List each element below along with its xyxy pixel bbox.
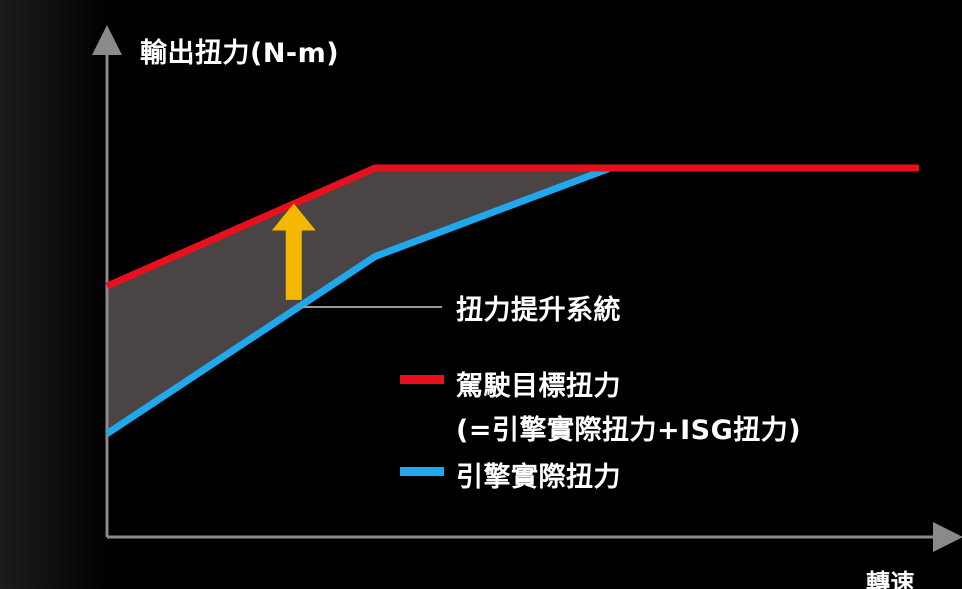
legend-engine-swatch	[400, 467, 444, 476]
legend-engine-label: 引擎實際扭力	[456, 462, 621, 493]
x-axis-title: 轉速	[866, 569, 915, 589]
engine-torque-line	[105, 164, 612, 437]
legend-target-subtitle: (=引擎實際扭力+ISG扭力)	[456, 415, 802, 446]
legend-target-label: 駕駛目標扭力	[456, 371, 621, 402]
torque-boost-label: 扭力提升系統	[456, 295, 621, 326]
legend-target-swatch	[400, 375, 444, 384]
y-axis-title: 輸出扭力(N-m)	[140, 38, 340, 69]
torque-boost-arrow-shaft	[285, 228, 302, 300]
target-torque-line	[105, 164, 919, 290]
torque-boost-arrowhead	[271, 203, 316, 231]
background-texture	[0, 0, 110, 589]
